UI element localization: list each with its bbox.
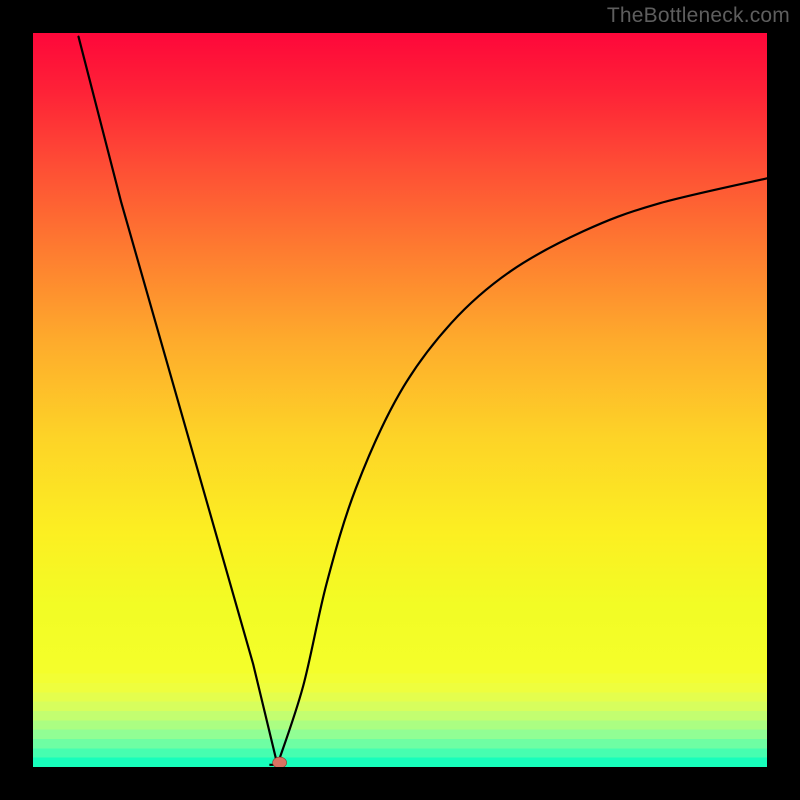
optimum-marker bbox=[273, 757, 287, 768]
gradient-fill bbox=[33, 33, 767, 767]
gradient-banded-burst bbox=[33, 664, 767, 767]
chart-stage bbox=[0, 0, 800, 800]
watermark: TheBottleneck.com bbox=[607, 4, 790, 28]
plot-area bbox=[33, 33, 767, 768]
